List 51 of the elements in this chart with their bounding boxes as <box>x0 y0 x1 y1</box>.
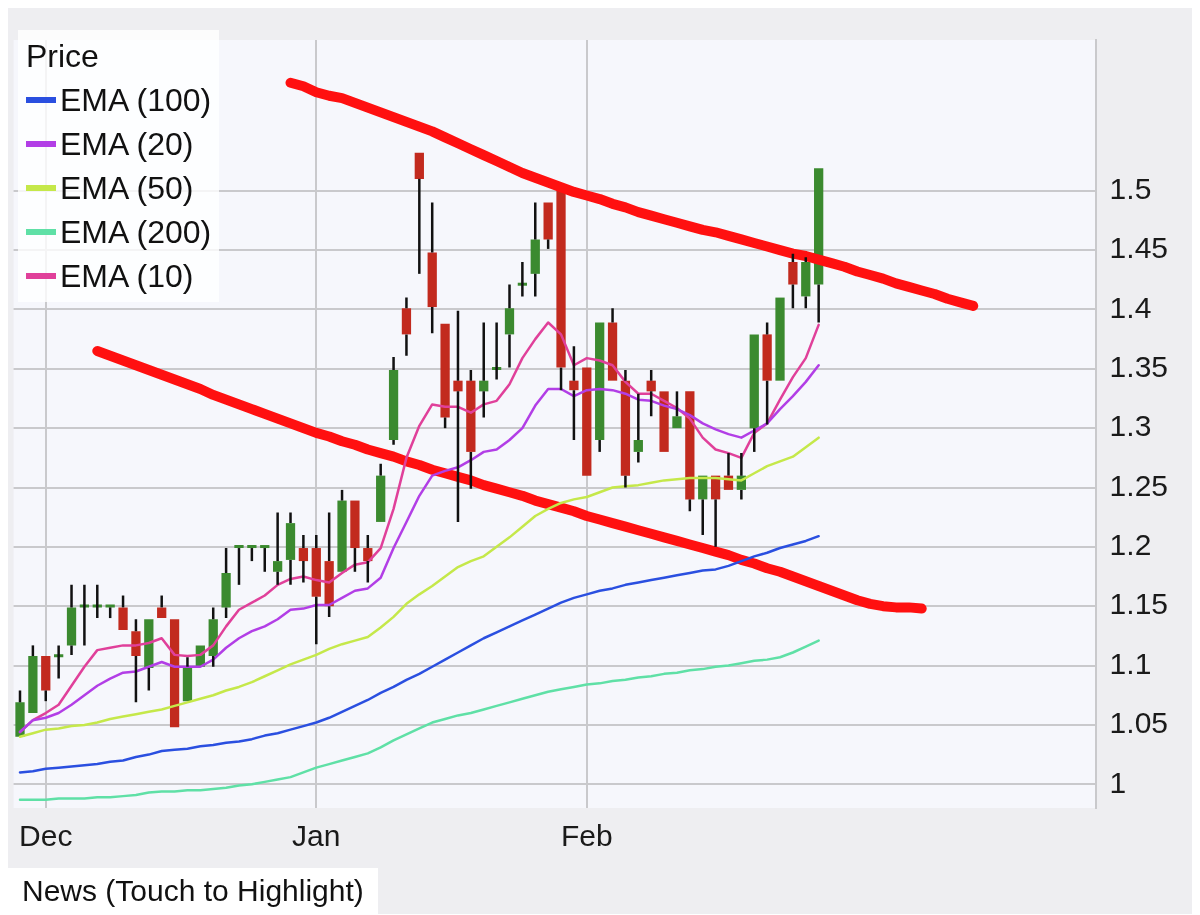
text: News (Touch to Highlight) <box>8 868 378 914</box>
candlestick <box>762 321 772 426</box>
candlestick <box>672 390 682 429</box>
candlestick <box>260 545 270 574</box>
candlestick <box>595 322 605 454</box>
y-tick-label: 1.5 <box>1109 172 1152 206</box>
candlestick <box>221 546 231 620</box>
candlestick <box>646 368 656 418</box>
candlestick <box>427 201 437 335</box>
candlestick <box>401 296 412 357</box>
candlestick <box>479 321 489 419</box>
y-tick-label: 1.4 <box>1109 290 1152 324</box>
y-tick-label: 1.25 <box>1109 468 1168 502</box>
candlestick <box>466 368 476 490</box>
candlestick <box>607 307 618 381</box>
candlestick <box>272 511 283 587</box>
candlestick <box>633 392 643 464</box>
y-tick-label: 1.2 <box>1109 528 1152 562</box>
y-tick-label: 1.1 <box>1109 646 1152 680</box>
candlestick <box>376 462 386 522</box>
candlestick <box>388 355 399 447</box>
y-tick-label: 1 <box>1109 765 1127 799</box>
y-tick-label: 1.45 <box>1109 231 1168 265</box>
candlestick <box>182 656 193 702</box>
legend-label: EMA (10) <box>60 257 194 296</box>
legend-label: EMA (20) <box>60 125 194 164</box>
candlestick <box>131 618 141 704</box>
legend-label: EMA (200) <box>60 213 212 252</box>
legend-title: Price <box>26 37 100 76</box>
candlestick <box>453 309 463 524</box>
candlestick <box>285 511 296 587</box>
candlestick <box>311 533 321 646</box>
candlestick <box>157 594 167 619</box>
candlestick <box>234 545 244 587</box>
legend-label: EMA (50) <box>60 169 194 208</box>
candlestick <box>788 252 798 310</box>
x-tick-label: Jan <box>292 819 341 853</box>
candlestick <box>530 201 540 298</box>
y-tick-label: 1.15 <box>1109 587 1168 621</box>
candlestick <box>414 152 424 276</box>
candlestick <box>620 368 631 489</box>
y-tick-label: 1.05 <box>1109 706 1168 740</box>
candlestick <box>504 283 515 369</box>
legend-label: EMA (100) <box>60 81 212 120</box>
y-tick-label: 1.35 <box>1109 350 1168 384</box>
candlestick <box>569 345 579 442</box>
x-tick-label: Feb <box>560 819 613 853</box>
y-tick-label: 1.3 <box>1109 409 1152 443</box>
candlestick <box>298 533 309 584</box>
x-tick-label: Dec <box>19 819 73 853</box>
candlestick <box>66 583 77 657</box>
